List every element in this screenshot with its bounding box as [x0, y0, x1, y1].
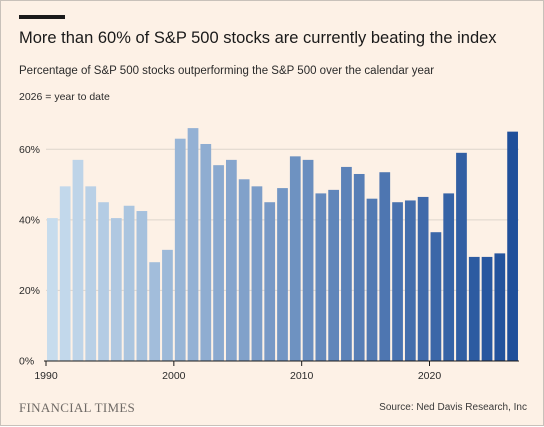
- bar-1995: [110, 218, 122, 361]
- bar-2003: [213, 165, 224, 361]
- chart-note: 2026 = year to date: [19, 91, 110, 103]
- x-tick-label: 2020: [418, 370, 442, 382]
- bar-1991: [59, 186, 71, 361]
- bar-1992: [72, 159, 84, 361]
- bar-2016: [379, 172, 391, 361]
- top-rule: [19, 15, 65, 19]
- bar-1993: [85, 186, 97, 361]
- bar-2008: [277, 188, 288, 361]
- bar-2004: [225, 159, 237, 361]
- bar-2014: [353, 173, 365, 361]
- bar-2010: [302, 159, 314, 361]
- y-tick-label: 0%: [19, 356, 34, 368]
- bar-2017: [392, 202, 403, 361]
- bar-2019: [417, 196, 429, 361]
- bar-2018: [404, 200, 416, 361]
- y-tick-label: 40%: [19, 214, 40, 226]
- brand-logo: FINANCIAL TIMES: [19, 400, 136, 415]
- bar-1996: [123, 205, 135, 361]
- bar-2001: [187, 128, 199, 361]
- bar-2000: [174, 138, 186, 361]
- x-tick-label: 2010: [290, 370, 314, 382]
- bar-1998: [149, 262, 161, 361]
- chart-subtitle: Percentage of S&P 500 stocks outperformi…: [19, 65, 435, 77]
- y-tick-label: 60%: [19, 144, 40, 156]
- x-tick-label: 2000: [162, 370, 186, 382]
- bar-2002: [200, 143, 212, 361]
- bar-2025: [494, 253, 506, 361]
- bar-2021: [443, 193, 455, 361]
- bar-2009: [289, 156, 301, 361]
- bar-2011: [315, 193, 327, 361]
- bar-2020: [430, 232, 442, 361]
- source-note: Source: Ned Davis Research, Inc: [379, 402, 527, 413]
- bar-1997: [136, 211, 148, 361]
- bar-1994: [98, 202, 109, 361]
- bar-2022: [456, 152, 467, 361]
- bar-2005: [238, 179, 250, 361]
- bar-2007: [264, 202, 276, 361]
- bar-2015: [366, 198, 378, 361]
- y-tick-label: 20%: [19, 285, 40, 297]
- bar-2006: [251, 186, 263, 361]
- bar-2026: [507, 131, 518, 361]
- bar-2012: [328, 189, 340, 361]
- bar-2023: [468, 256, 480, 361]
- x-tick-label: 1990: [34, 370, 58, 382]
- bar-2013: [341, 166, 352, 361]
- bar-1999: [162, 249, 173, 361]
- bar-1990: [47, 218, 58, 361]
- bar-2024: [481, 256, 493, 361]
- chart-title: More than 60% of S&P 500 stocks are curr…: [19, 29, 497, 47]
